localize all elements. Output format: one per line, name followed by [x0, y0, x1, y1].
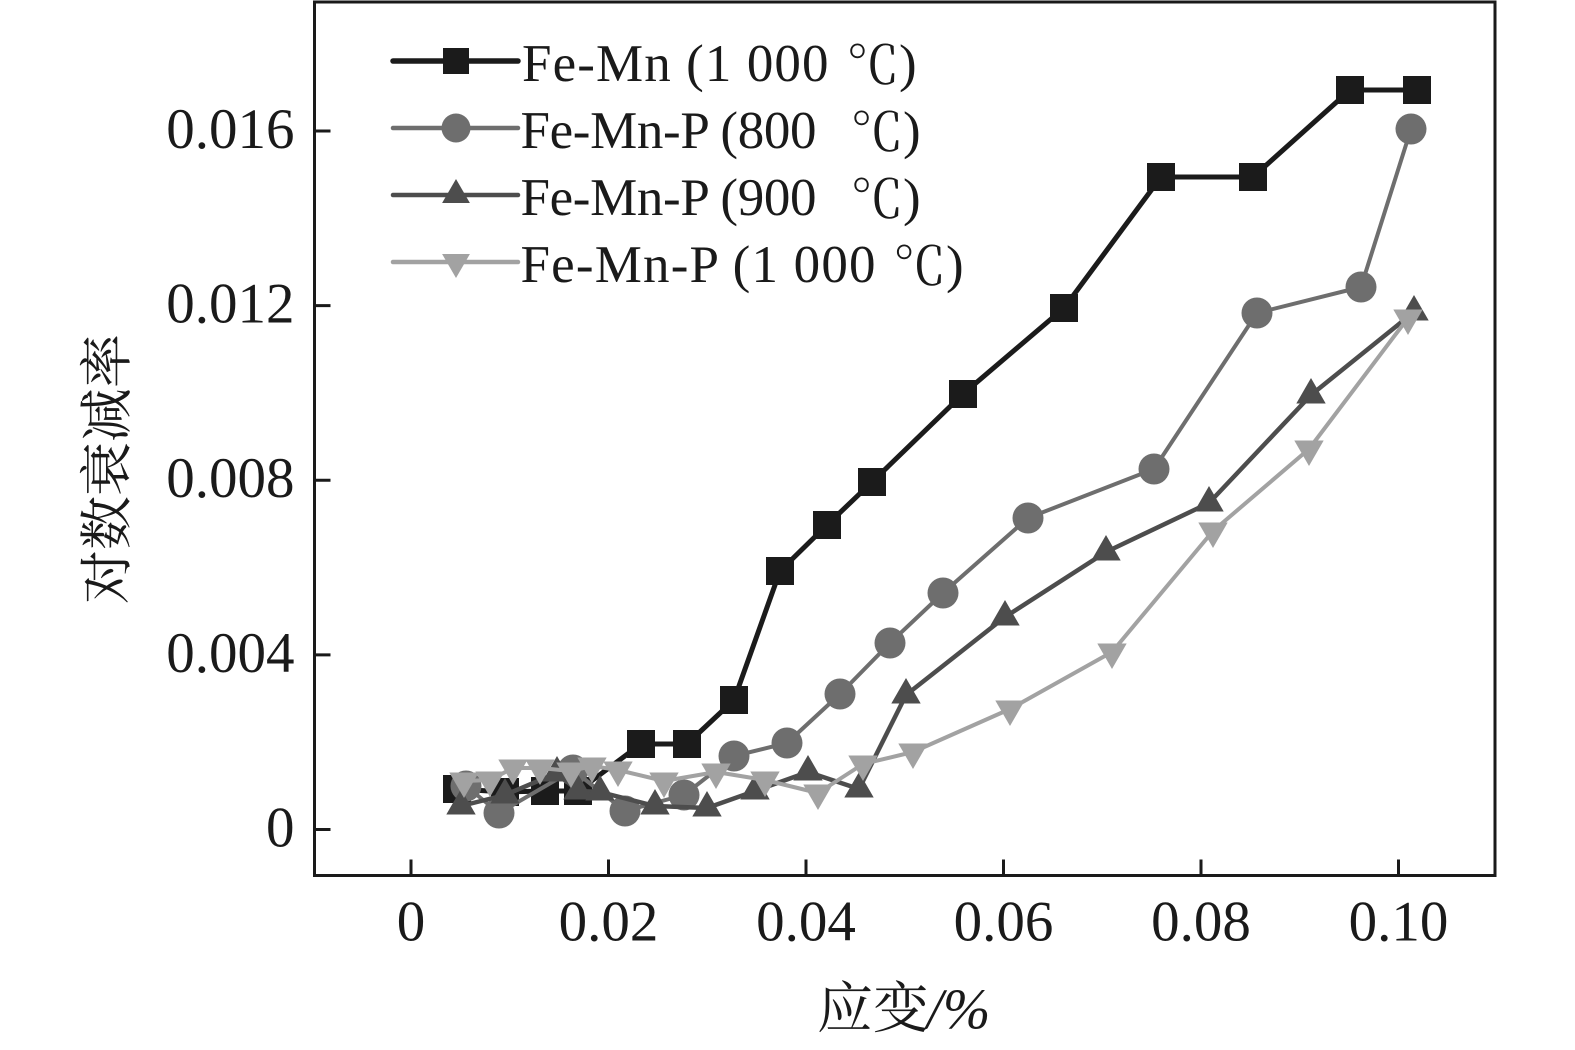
svg-text:0.10: 0.10 — [1349, 891, 1449, 954]
svg-text:): ) — [903, 102, 921, 160]
svg-text:Fe-Mn-P (900: Fe-Mn-P (900 — [521, 169, 817, 227]
svg-text:0.08: 0.08 — [1151, 891, 1251, 954]
svg-text:): ) — [903, 169, 921, 227]
svg-text:0.004: 0.004 — [166, 622, 294, 685]
svg-text:Fe-Mn-P (800: Fe-Mn-P (800 — [521, 102, 817, 160]
svg-text:0.008: 0.008 — [166, 447, 294, 510]
svg-text:): ) — [899, 35, 917, 93]
svg-text:/%: /% — [924, 978, 990, 1041]
svg-text:0.04: 0.04 — [756, 891, 856, 954]
svg-text:Fe-Mn-P (1 000: Fe-Mn-P (1 000 — [521, 236, 876, 294]
svg-text:): ) — [946, 236, 964, 294]
svg-text:0.016: 0.016 — [166, 98, 294, 161]
svg-text:0.012: 0.012 — [166, 273, 294, 336]
svg-text:0.06: 0.06 — [954, 891, 1054, 954]
svg-text:0: 0 — [266, 797, 295, 860]
svg-text:0.02: 0.02 — [559, 891, 659, 954]
svg-text:0: 0 — [397, 891, 426, 954]
svg-text:Fe-Mn (1 000: Fe-Mn (1 000 — [522, 35, 829, 93]
